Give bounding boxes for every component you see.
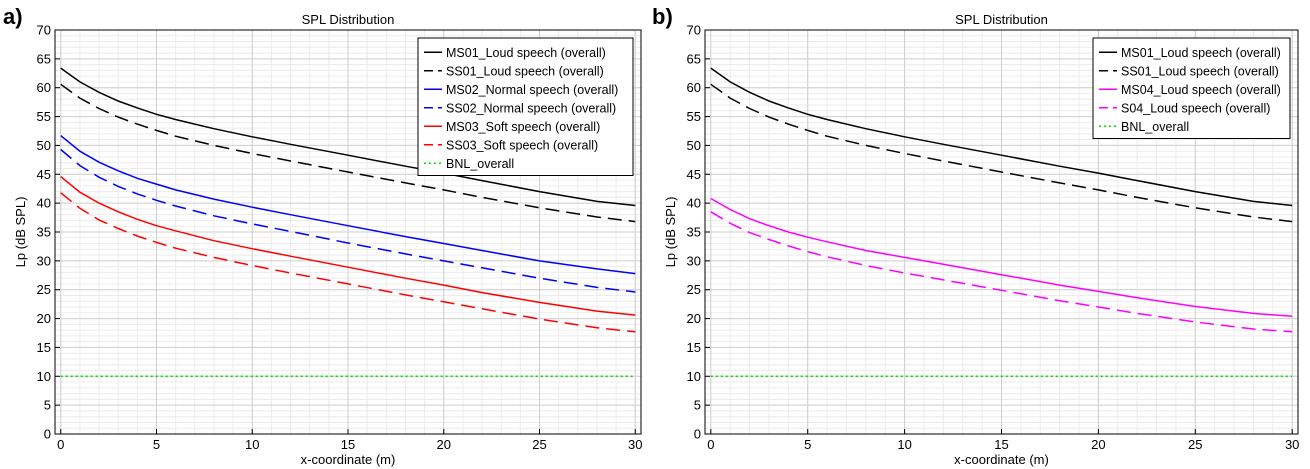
y-tick-label: 30 xyxy=(37,253,51,268)
y-tick-label: 40 xyxy=(687,196,701,211)
series-line-1 xyxy=(710,67,1293,207)
chart-b: 0 5 10 15 20 25 30 0 5 10 15 20 25 30 35 40 45 50 55 60 65 70… xyxy=(663,12,1299,467)
y-tick-label: 55 xyxy=(687,109,701,124)
legend-box xyxy=(1092,37,1291,139)
y-tick-label: 65 xyxy=(37,51,51,66)
y-tick-label: 70 xyxy=(687,23,701,38)
x-tick-label: 10 xyxy=(245,437,259,452)
chart-title: SPL Distribution xyxy=(302,12,395,27)
y-tick-label: 5 xyxy=(694,398,701,413)
legend-label-7: BNL_overall xyxy=(446,157,514,171)
y-tick-label: 70 xyxy=(37,23,51,38)
y-tick-label: 65 xyxy=(687,51,701,66)
legend-label-4: SS02_Normal speech (overall) xyxy=(446,101,616,115)
y-tick-label: 35 xyxy=(687,225,701,240)
x-tick-label: 30 xyxy=(628,437,642,452)
series-line-2 xyxy=(710,83,1293,223)
y-tick-label: 5 xyxy=(44,398,51,413)
y-tick-label: 60 xyxy=(687,80,701,95)
y-tick-label: 60 xyxy=(37,80,51,95)
legend-label-5: MS03_Soft speech (overall) xyxy=(446,120,600,134)
x-tick-label: 5 xyxy=(153,437,160,452)
y-tick-label: 50 xyxy=(37,138,51,153)
y-tick-label: 15 xyxy=(37,340,51,355)
y-tick-label: 15 xyxy=(687,340,701,355)
legend: MS01_Loud speech (overall) SS01_Loud spee… xyxy=(1092,37,1291,139)
y-tick-label: 0 xyxy=(694,427,701,442)
x-tick-label: 10 xyxy=(897,437,911,452)
legend-label-2: SS01_Loud speech (overall) xyxy=(1121,64,1279,78)
chart-a: 0 5 10 15 20 25 30 0 5 10 15 20 25 30 35 40 45 50 55 60 65 70… xyxy=(13,12,642,467)
x-axis-label: x-coordinate (m) xyxy=(954,452,1049,467)
series-line-3 xyxy=(710,197,1293,318)
panel-label-b: b) xyxy=(652,4,673,29)
x-tick-label: 20 xyxy=(437,437,451,452)
x-tick-label: 25 xyxy=(532,437,546,452)
x-tick-label: 25 xyxy=(1188,437,1202,452)
y-tick-label: 20 xyxy=(687,311,701,326)
x-tick-label: 20 xyxy=(1091,437,1105,452)
y-tick-label: 40 xyxy=(37,196,51,211)
legend-label-1: MS01_Loud speech (overall) xyxy=(446,46,606,60)
x-tick-label: 5 xyxy=(804,437,811,452)
chart-title: SPL Distribution xyxy=(955,12,1048,27)
y-tick-label: 35 xyxy=(37,225,51,240)
y-axis-label: Lp (dB SPL) xyxy=(13,197,28,268)
legend-label-1: MS01_Loud speech (overall) xyxy=(1121,46,1281,60)
legend-label-3: MS02_Normal speech (overall) xyxy=(446,83,618,97)
legend-label-2: SS01_Loud speech (overall) xyxy=(446,64,604,78)
y-tick-label: 0 xyxy=(44,427,51,442)
legend-label-6: SS03_Soft speech (overall) xyxy=(446,138,598,152)
y-tick-label: 45 xyxy=(37,167,51,182)
y-tick-label: 25 xyxy=(37,282,51,297)
y-tick-label: 50 xyxy=(687,138,701,153)
y-tick-label: 10 xyxy=(687,369,701,384)
legend-label-5: BNL_overall xyxy=(1121,120,1189,134)
x-tick-label: 15 xyxy=(994,437,1008,452)
series-line-1 xyxy=(60,67,636,207)
panel-label-a: a) xyxy=(3,4,23,29)
y-tick-label: 10 xyxy=(37,369,51,384)
x-tick-label: 30 xyxy=(1285,437,1299,452)
legend-label-3: MS04_Loud speech (overall) xyxy=(1121,83,1281,97)
series-line-3 xyxy=(60,135,636,275)
x-axis-label: x-coordinate (m) xyxy=(301,452,396,467)
legend-box xyxy=(417,37,634,176)
y-tick-label: 30 xyxy=(687,253,701,268)
legend: MS01_Loud speech (overall) SS01_Loud spee… xyxy=(417,37,634,176)
y-tick-label: 45 xyxy=(687,167,701,182)
legend-label-4: S04_Loud speech (overall) xyxy=(1121,101,1270,115)
series-line-5 xyxy=(60,176,636,316)
y-tick-label: 55 xyxy=(37,109,51,124)
x-tick-label: 15 xyxy=(341,437,355,452)
y-axis-label: Lp (dB SPL) xyxy=(663,197,678,268)
x-tick-label: 0 xyxy=(707,437,714,452)
y-tick-label: 20 xyxy=(37,311,51,326)
y-tick-label: 25 xyxy=(687,282,701,297)
x-tick-label: 0 xyxy=(57,437,64,452)
